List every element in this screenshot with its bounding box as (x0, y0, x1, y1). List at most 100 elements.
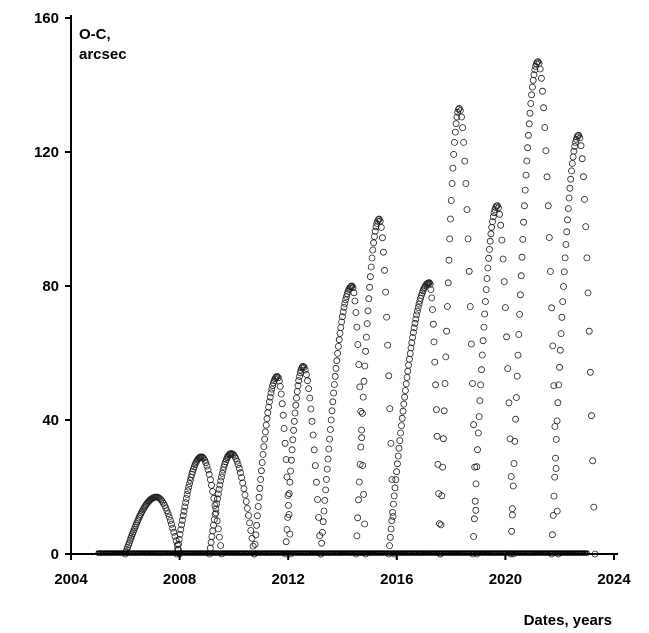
scatter-point (405, 361, 413, 369)
scatter-point (336, 329, 344, 337)
scatter-point (163, 507, 171, 515)
scatter-point (205, 470, 213, 478)
scatter-point (184, 487, 192, 495)
scatter-point (327, 416, 335, 424)
scatter-point (312, 478, 320, 486)
scatter-point (466, 303, 474, 310)
scatter-point (330, 381, 338, 388)
scatter-point (281, 439, 289, 447)
scatter-point (286, 478, 294, 486)
scatter-point (350, 289, 358, 297)
scatter-point (407, 344, 415, 352)
scatter-point (315, 514, 323, 521)
scatter-point (453, 113, 461, 121)
scatter-point (525, 131, 532, 139)
scatter-point (485, 254, 493, 262)
scatter-point (505, 399, 513, 407)
scatter-point (326, 426, 334, 433)
scatter-point (255, 493, 263, 501)
scatter-point (214, 495, 221, 503)
scatter-point (501, 304, 509, 312)
scatter-point (444, 279, 452, 287)
scatter-point (359, 393, 367, 401)
scatter-point (387, 525, 395, 533)
scatter-point (399, 407, 407, 415)
scatter-point (179, 512, 187, 520)
scatter-point (165, 513, 173, 521)
scatter-point (451, 128, 459, 136)
scatter-point (513, 394, 520, 401)
scatter-point (443, 303, 451, 310)
scatter-point (267, 389, 275, 397)
scatter-point (513, 372, 521, 380)
scatter-point (430, 338, 438, 346)
scatter-point (259, 450, 267, 458)
scatter-point (500, 278, 508, 286)
scatter-point (346, 283, 354, 291)
scatter-point (445, 256, 453, 264)
scatter-point (388, 517, 396, 525)
scatter-point (212, 505, 220, 513)
scatter-point (464, 235, 472, 243)
scatter-point (364, 307, 372, 315)
scatter-point (305, 385, 313, 393)
scatter-point (489, 218, 496, 226)
scatter-point (573, 133, 581, 141)
scatter-point (382, 288, 390, 296)
scatter-point (342, 296, 350, 304)
scatter-point (217, 477, 225, 485)
scatter-point (496, 210, 504, 218)
scatter-point (353, 323, 361, 331)
scatter-point (555, 381, 563, 389)
scatter-point (528, 91, 535, 99)
scatter-point (560, 283, 567, 290)
scatter-point (531, 66, 539, 74)
scatter-point (284, 514, 292, 521)
scatter-point (580, 173, 587, 181)
scatter-point (328, 407, 336, 415)
scatter-point (377, 223, 385, 231)
scatter-point (207, 538, 215, 546)
scatter-point (439, 463, 447, 471)
scatter-point (403, 374, 411, 381)
scatter-point (256, 484, 264, 492)
scatter-point (333, 357, 341, 365)
scatter-point (263, 415, 271, 423)
scatter-point (249, 542, 257, 550)
scatter-point (524, 144, 531, 152)
scatter-point (325, 445, 333, 453)
scatter-point (384, 341, 392, 349)
scatter-point (379, 248, 387, 256)
scatter-point (547, 268, 554, 275)
scatter-point (433, 432, 441, 440)
scatter-point (254, 503, 262, 510)
scatter-point (185, 483, 193, 491)
scatter-point (408, 339, 416, 347)
scatter-point (294, 382, 302, 390)
scatter-point (417, 294, 425, 302)
scatter-point (558, 313, 566, 321)
scatter-point (559, 298, 567, 306)
scatter-point (570, 147, 578, 155)
scatter-point (203, 462, 211, 470)
scatter-point (527, 100, 535, 107)
scatter-point (180, 507, 188, 515)
scatter-point (269, 382, 277, 390)
scatter-point (158, 497, 166, 505)
scatter-point (523, 157, 531, 165)
scatter-point (406, 350, 414, 357)
scatter-point (582, 223, 590, 231)
x-tick-label: 2020 (489, 571, 522, 588)
scatter-point (428, 294, 436, 302)
scatter-point (533, 58, 541, 66)
scatter-point (549, 512, 557, 519)
scatter-point (429, 306, 436, 313)
x-ticks: 2004 2008 2012 2016 2020 2024 (54, 554, 631, 588)
scatter-point (175, 540, 182, 548)
scatter-point (471, 497, 479, 505)
scatter-point (211, 510, 219, 518)
scatter-point (367, 263, 375, 271)
scatter-point (307, 405, 315, 413)
scatter-point (562, 241, 570, 248)
scatter-point (564, 205, 572, 212)
